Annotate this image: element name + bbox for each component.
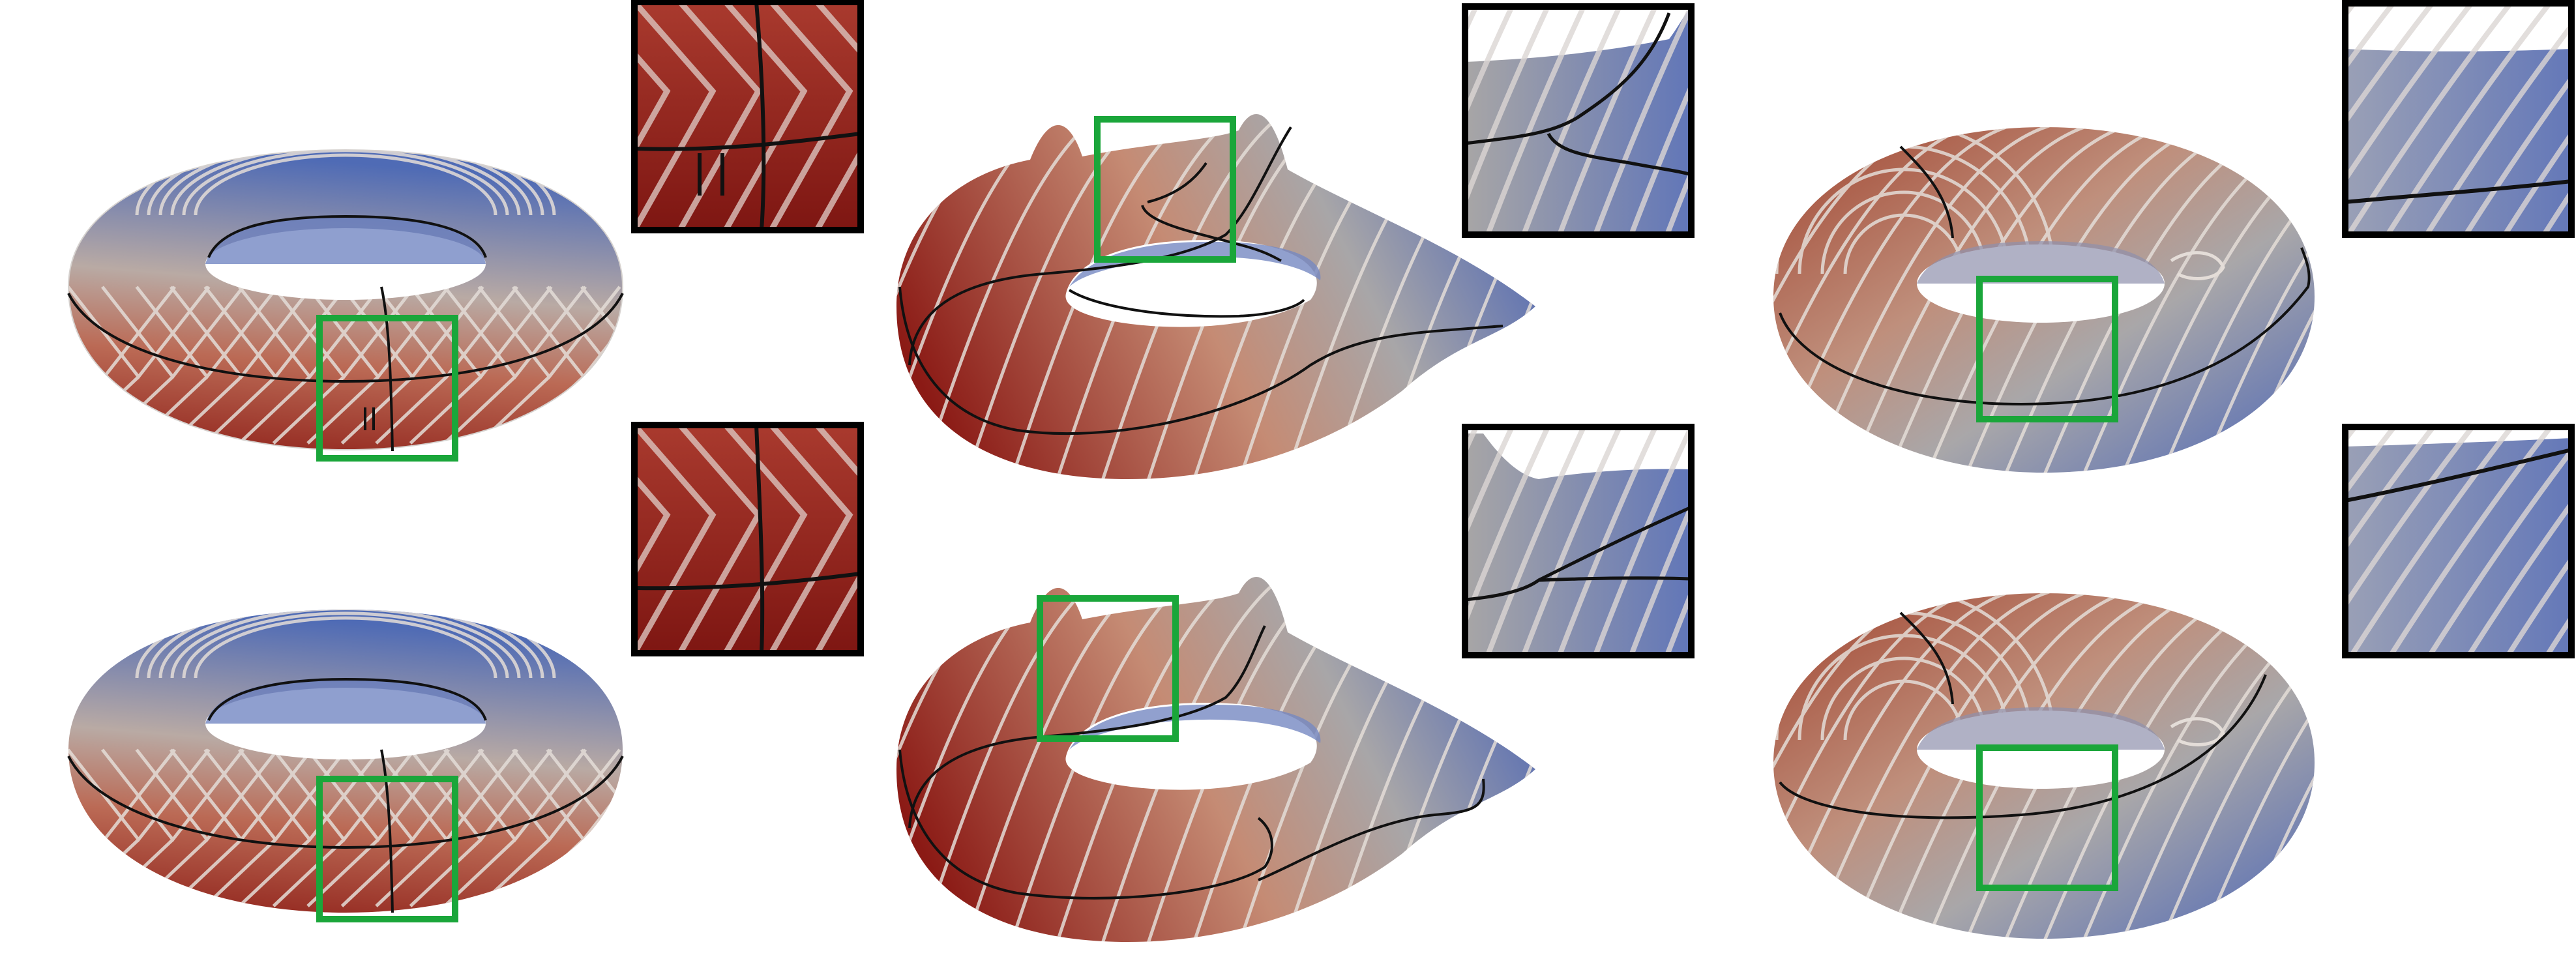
highlight-box-6 — [1976, 744, 2118, 891]
highlight-box-5 — [1976, 276, 2118, 422]
zoom-inset-2 — [631, 422, 864, 656]
torus-panel-1 — [67, 149, 624, 462]
zoom-inset-1 — [631, 0, 864, 233]
highlight-box-2 — [316, 776, 458, 922]
zoom-inset-5 — [2342, 0, 2575, 238]
zoom-inset-3 — [1462, 3, 1695, 238]
torus-panel-2 — [67, 610, 624, 922]
highlight-box-4 — [1037, 595, 1179, 742]
zoom-inset-6 — [2342, 424, 2575, 658]
highlight-box-1 — [316, 315, 458, 462]
highlight-box-3 — [1094, 116, 1236, 263]
zoom-inset-4 — [1462, 424, 1695, 658]
